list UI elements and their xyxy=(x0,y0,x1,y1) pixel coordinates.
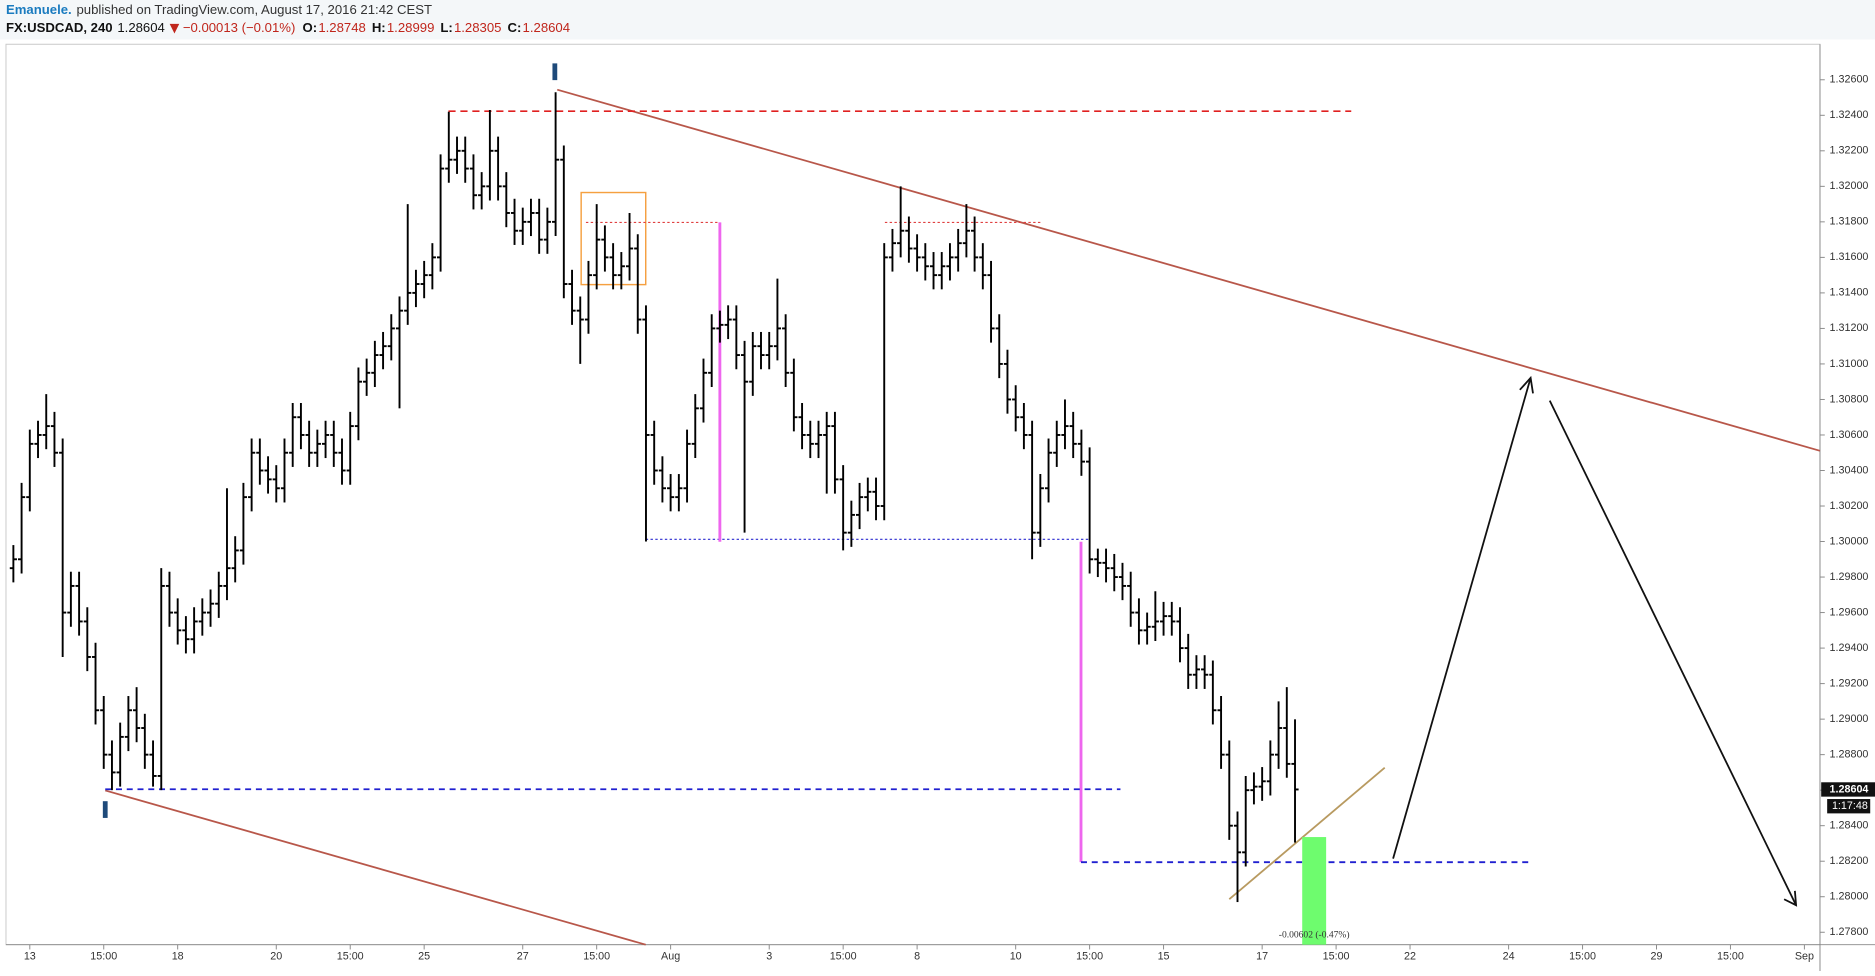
y-tick-label: 1.29000 xyxy=(1830,713,1869,725)
last-price-label: 1.28604 xyxy=(1830,783,1869,795)
y-tick-label: 1.27800 xyxy=(1830,926,1869,938)
countdown-tag xyxy=(1827,799,1871,814)
pivot-marker xyxy=(552,63,558,81)
symbol: FX:USDCAD, 240 xyxy=(6,20,113,35)
y-tick-label: 1.30000 xyxy=(1830,535,1869,547)
pivot-marker xyxy=(102,801,108,818)
change: −0.00013 (−0.01%) xyxy=(183,20,296,35)
x-tick-label: 18 xyxy=(172,950,184,962)
x-tick-label: 25 xyxy=(418,950,430,962)
y-tick-label: 1.31400 xyxy=(1830,287,1869,299)
ohlc-high: 1.28999 xyxy=(387,20,435,35)
ohlc-label: H: xyxy=(372,20,386,35)
trendline xyxy=(556,88,1821,452)
x-tick-label: 3 xyxy=(766,950,772,962)
x-tick-label: 17 xyxy=(1256,950,1268,962)
y-tick-label: 1.29400 xyxy=(1830,642,1869,654)
y-tick-label: 1.32000 xyxy=(1830,180,1869,192)
y-tick-label: 1.32600 xyxy=(1830,74,1869,86)
author: Emanuele. xyxy=(6,2,72,17)
down-arrow xyxy=(169,23,180,34)
ohlc-low: 1.28305 xyxy=(454,20,502,35)
x-tick-label: 15:00 xyxy=(1076,950,1103,962)
x-tick-label: 8 xyxy=(914,950,920,962)
ohlc-open: 1.28748 xyxy=(318,20,366,35)
y-tick-label: 1.29800 xyxy=(1830,571,1869,583)
ohlc-label: L: xyxy=(440,20,452,35)
y-tick-label: 1.32400 xyxy=(1830,109,1869,121)
y-tick-label: 1.30200 xyxy=(1830,500,1869,512)
x-tick-label: 15 xyxy=(1158,950,1170,962)
y-tick-label: 1.29600 xyxy=(1830,606,1869,618)
header-bar xyxy=(0,0,1875,40)
measure-box xyxy=(1302,837,1327,945)
y-tick-label: 1.30600 xyxy=(1830,429,1869,441)
y-tick-label: 1.30800 xyxy=(1830,393,1869,405)
x-tick-label: 15:00 xyxy=(583,950,610,962)
y-tick-label: 1.30400 xyxy=(1830,464,1869,476)
price-bars xyxy=(9,92,1299,903)
y-tick-label: 1.31800 xyxy=(1830,216,1869,228)
x-tick-label: 15:00 xyxy=(1717,950,1744,962)
x-tick-label: 15:00 xyxy=(337,950,364,962)
countdown: 1:17:48 xyxy=(1832,800,1868,812)
drawings xyxy=(102,63,1821,946)
ohlc-label: C: xyxy=(507,20,521,35)
y-tick-label: 1.28800 xyxy=(1830,748,1869,760)
x-tick-label: 15:00 xyxy=(1569,950,1596,962)
y-tick-label: 1.31200 xyxy=(1830,322,1869,334)
y-tick-label: 1.28200 xyxy=(1830,855,1869,867)
trendline xyxy=(1228,767,1386,900)
x-tick-label: 24 xyxy=(1503,950,1515,962)
x-tick-label: 15:00 xyxy=(1323,950,1350,962)
x-tick-label: 29 xyxy=(1651,950,1663,962)
x-tick-label: 10 xyxy=(1010,950,1022,962)
last-price: 1.28604 xyxy=(117,20,165,35)
x-tick-label: 20 xyxy=(270,950,282,962)
x-tick-label: 15:00 xyxy=(90,950,117,962)
x-tick-label: 15:00 xyxy=(830,950,857,962)
y-tick-label: 1.31600 xyxy=(1830,251,1869,263)
y-tick-label: 1.31000 xyxy=(1830,358,1869,370)
y-tick-label: 1.29200 xyxy=(1830,677,1869,689)
x-tick-label: 22 xyxy=(1404,950,1416,962)
x-tick-label: Sep xyxy=(1795,950,1814,962)
y-tick-label: 1.32200 xyxy=(1830,145,1869,157)
y-tick-label: 1.28400 xyxy=(1830,820,1869,832)
ohlc-label: O: xyxy=(303,20,318,35)
projection-arrow xyxy=(1392,375,1798,907)
symbol-header: FX:USDCAD, 240 1.28604 −0.00013 (−0.01%) O:… xyxy=(6,20,570,35)
ohlc-close: 1.28604 xyxy=(523,20,571,35)
published-note: published on TradingView.com, August 17,… xyxy=(76,2,432,17)
x-tick-label: 27 xyxy=(517,950,529,962)
x-tick-label: 13 xyxy=(24,950,36,962)
last-price-tag xyxy=(1821,782,1875,797)
trendline xyxy=(104,789,646,946)
y-tick-label: 1.28000 xyxy=(1830,891,1869,903)
x-tick-label: Aug xyxy=(661,950,680,962)
measure-label: -0.00602 (-0.47%) xyxy=(1279,929,1350,940)
